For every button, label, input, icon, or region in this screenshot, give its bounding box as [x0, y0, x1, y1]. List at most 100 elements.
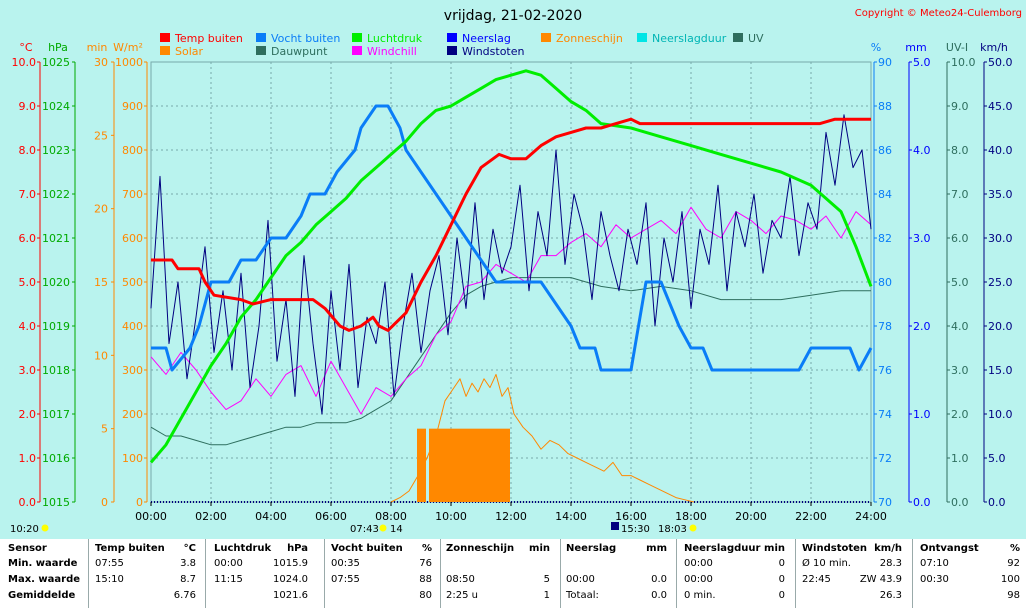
- copyright: Copyright © Meteo24-Culemborg: [855, 8, 1022, 19]
- table-row-cell: 88: [419, 574, 432, 585]
- pressure-tick-label: 1020: [42, 276, 70, 289]
- table-row-cell: 1021.6: [273, 590, 308, 601]
- table-row-cell: 0.0: [651, 574, 667, 585]
- sunrise-icon: [379, 524, 387, 532]
- moonset-icon: [611, 522, 619, 530]
- table-header-cell: km/h: [874, 543, 902, 554]
- table-header-cell: %: [421, 543, 432, 554]
- pressure-tick-label: 1024: [42, 100, 70, 113]
- time-tick-label: 22:00: [795, 510, 827, 523]
- rain-tick-label: 2.0: [913, 320, 931, 333]
- legend-label: Windchill: [367, 45, 417, 58]
- table-row-cell: 0: [778, 574, 785, 585]
- series-line-windchill: [150, 206, 872, 415]
- legend-label: Windstoten: [462, 45, 524, 58]
- uvi-tick-label: 1.0: [951, 452, 969, 465]
- table-row-cell: 00:00: [214, 558, 243, 569]
- legend-label: Luchtdruk: [367, 32, 423, 45]
- legend-swatch: [447, 46, 457, 55]
- sunshine-bar: [492, 428, 495, 502]
- table-row-cell: Min. waarde: [8, 558, 78, 569]
- table-row-cell: 22:45: [802, 574, 831, 585]
- sunshine-bar: [465, 428, 468, 502]
- sunshine-bar: [423, 428, 426, 502]
- table-row-cell: 0: [778, 558, 785, 569]
- table-row-cell: Totaal:: [566, 590, 599, 601]
- legend-swatch: [256, 33, 266, 42]
- time-tick-label: 12:00: [495, 510, 527, 523]
- unit-uvi: UV-I: [946, 41, 968, 54]
- solar-tick-label: 200: [122, 408, 143, 421]
- legend-swatch: [160, 33, 170, 42]
- table-header-cell: Ontvangst: [920, 543, 979, 554]
- weather-chart: vrijdag, 21-02-2020 Copyright © Meteo24-…: [10, 8, 1022, 535]
- table-row-cell: Gemiddelde: [8, 590, 76, 601]
- wind-tick-label: 45.0: [988, 100, 1013, 113]
- table-row-cell: Max. waarde: [8, 574, 81, 585]
- humidity-tick-label: 80: [878, 276, 892, 289]
- minutes-tick-label: 0: [101, 496, 108, 509]
- temp-tick-label: 2.0: [19, 408, 37, 421]
- sunshine-bars: [417, 428, 510, 502]
- humidity-tick-label: 72: [878, 452, 892, 465]
- sunshine-bar: [486, 428, 489, 502]
- unit-min: min: [87, 41, 108, 54]
- moonrise-label: 10:20: [10, 524, 39, 535]
- sunshine-bar: [495, 428, 498, 502]
- humidity-tick-label: 74: [878, 408, 892, 421]
- minutes-tick-label: 25: [94, 129, 108, 142]
- time-tick-label: 16:00: [615, 510, 647, 523]
- pressure-tick-label: 1017: [42, 408, 70, 421]
- rain-tick-label: 1.0: [913, 408, 931, 421]
- wind-tick-label: 15.0: [988, 364, 1013, 377]
- sunshine-bar: [477, 428, 480, 502]
- wind-tick-label: 5.0: [988, 452, 1006, 465]
- table-separator: [795, 539, 796, 608]
- legend-label: Vocht buiten: [271, 32, 340, 45]
- sunshine-bar: [417, 428, 420, 502]
- time-tick-label: 08:00: [375, 510, 407, 523]
- legend-swatch: [352, 33, 362, 42]
- legend-label: Zonneschijn: [556, 32, 623, 45]
- table-header-cell: min: [529, 543, 550, 554]
- solar-tick-label: 100: [122, 452, 143, 465]
- uvi-tick-label: 9.0: [951, 100, 969, 113]
- time-tick-label: 02:00: [195, 510, 227, 523]
- temp-tick-label: 1.0: [19, 452, 37, 465]
- sunshine-bar: [453, 428, 456, 502]
- solar-tick-label: 600: [122, 232, 143, 245]
- sunshine-bar: [450, 428, 453, 502]
- table-row-cell: ZW 43.9: [859, 574, 902, 585]
- pressure-tick-label: 1025: [42, 56, 70, 69]
- sunshine-bar: [498, 428, 501, 502]
- sunshine-bar: [447, 428, 450, 502]
- table-row-cell: 76: [419, 558, 432, 569]
- sunshine-bar: [471, 428, 474, 502]
- table-row-cell: 2:25 u: [446, 590, 478, 601]
- humidity-tick-label: 90: [878, 56, 892, 69]
- pressure-tick-label: 1015: [42, 496, 70, 509]
- minutes-tick-label: 30: [94, 56, 108, 69]
- temp-tick-label: 0.0: [19, 496, 37, 509]
- table-separator: [560, 539, 561, 608]
- legend: Temp buiten Vocht buiten Luchtdruk Neerslag…: [160, 32, 764, 58]
- table-row-cell: 1015.9: [273, 558, 308, 569]
- solar-tick-label: 500: [122, 276, 143, 289]
- table-row: Gemiddelde 6.76 1021.6 80 2:25 u 1 Totaal: 0.0 0…: [0, 590, 1026, 605]
- time-tick-label: 04:00: [255, 510, 287, 523]
- solar-tick-label: 400: [122, 320, 143, 333]
- uvi-tick-label: 4.0: [951, 320, 969, 333]
- table-row-cell: 07:10: [920, 558, 949, 569]
- table-separator: [324, 539, 325, 608]
- table-row-cell: 92: [1007, 558, 1020, 569]
- table-row-cell: 1: [543, 590, 550, 601]
- legend-swatch: [733, 33, 743, 42]
- sunshine-bar: [459, 428, 462, 502]
- moonset-label: 15:30: [621, 524, 650, 535]
- temp-tick-label: 4.0: [19, 320, 37, 333]
- rain-tick-label: 5.0: [913, 56, 931, 69]
- pressure-tick-label: 1023: [42, 144, 70, 157]
- rain-tick-label: 4.0: [913, 144, 931, 157]
- legend-swatch: [541, 33, 551, 42]
